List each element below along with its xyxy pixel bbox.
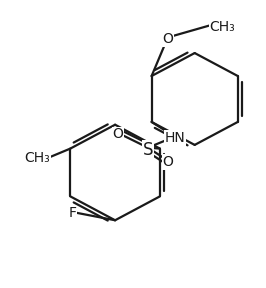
Text: HN: HN [164,131,185,145]
Text: O: O [162,155,173,169]
Text: S: S [143,141,153,159]
Text: CH₃: CH₃ [210,20,235,34]
Text: O: O [113,128,123,141]
Text: CH₃: CH₃ [25,151,51,165]
Text: O: O [162,32,173,46]
Text: F: F [68,206,76,221]
